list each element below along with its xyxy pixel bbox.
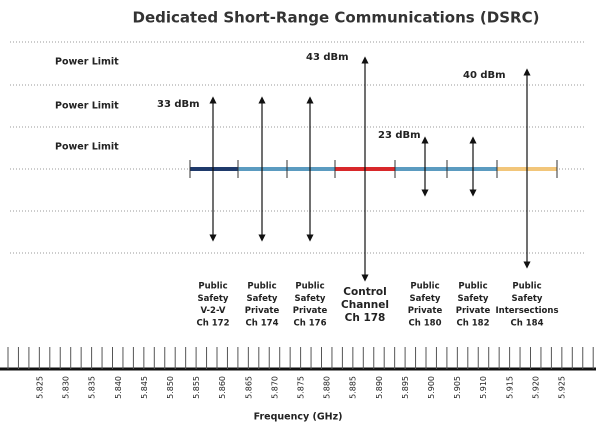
title: Dedicated Short-Range Communications (DS… bbox=[133, 9, 540, 27]
channel-label: Ch 178 bbox=[345, 312, 386, 324]
frequency-tick-label: 5.830 bbox=[62, 376, 71, 399]
channel-label: Private bbox=[456, 306, 491, 316]
frequency-tick-label: 5.910 bbox=[479, 376, 488, 399]
power-limit-label: Power Limit bbox=[55, 142, 119, 153]
channel-label: Ch 174 bbox=[246, 318, 279, 328]
frequency-tick-label: 5.885 bbox=[349, 376, 358, 399]
frequency-tick-label: 5.845 bbox=[140, 376, 149, 399]
channel-label: Intersections bbox=[495, 306, 558, 316]
power-level-label: 33 dBm bbox=[157, 99, 200, 110]
channel-label: Safety bbox=[410, 294, 441, 304]
channel-label: Public bbox=[458, 282, 487, 292]
channel-label: Ch 172 bbox=[197, 318, 230, 328]
channel-label: Public bbox=[410, 282, 439, 292]
frequency-tick-label: 5.895 bbox=[401, 376, 410, 399]
channel-label: Safety bbox=[198, 294, 229, 304]
channel-label: Private bbox=[245, 306, 280, 316]
frequency-tick-label: 5.840 bbox=[114, 376, 123, 399]
axis-title: Frequency (GHz) bbox=[254, 412, 343, 423]
channel-label: Private bbox=[408, 306, 443, 316]
frequency-tick-label: 5.915 bbox=[505, 376, 514, 399]
channel-label: Control bbox=[343, 286, 386, 298]
channel-label: Safety bbox=[295, 294, 326, 304]
channel-label: Safety bbox=[458, 294, 489, 304]
power-level-label: 40 dBm bbox=[463, 70, 506, 81]
frequency-tick-label: 5.825 bbox=[36, 376, 45, 399]
frequency-tick-label: 5.900 bbox=[427, 376, 436, 399]
channel-label: Public bbox=[512, 282, 541, 292]
frequency-tick-label: 5.870 bbox=[270, 376, 279, 399]
power-level-label: 23 dBm bbox=[378, 130, 421, 141]
channel-label: Public bbox=[295, 282, 324, 292]
frequency-tick-label: 5.920 bbox=[531, 376, 540, 399]
frequency-tick-label: 5.855 bbox=[192, 376, 201, 399]
frequency-tick-label: 5.890 bbox=[375, 376, 384, 399]
channel-label: Ch 176 bbox=[294, 318, 327, 328]
frequency-tick-label: 5.905 bbox=[453, 376, 462, 399]
frequency-tick-label: 5.880 bbox=[323, 376, 332, 399]
channel-label: V-2-V bbox=[201, 306, 226, 316]
power-limit-label: Power Limit bbox=[55, 101, 119, 112]
power-level-label: 43 dBm bbox=[306, 52, 349, 63]
channel-label: Public bbox=[247, 282, 276, 292]
channel-label: Ch 184 bbox=[511, 318, 544, 328]
channel-label: Channel bbox=[341, 299, 389, 311]
frequency-tick-label: 5.875 bbox=[297, 376, 306, 399]
frequency-tick-label: 5.850 bbox=[166, 376, 175, 399]
frequency-tick-label: 5.865 bbox=[244, 376, 253, 399]
channel-label: Safety bbox=[247, 294, 278, 304]
power-limit-label: Power Limit bbox=[55, 57, 119, 68]
channel-label: Ch 180 bbox=[409, 318, 442, 328]
frequency-tick-label: 5.925 bbox=[558, 376, 567, 399]
channel-label: Safety bbox=[512, 294, 543, 304]
channel-label: Ch 182 bbox=[457, 318, 490, 328]
frequency-tick-label: 5.835 bbox=[88, 376, 97, 399]
frequency-tick-label: 5.860 bbox=[218, 376, 227, 399]
channel-label: Private bbox=[293, 306, 328, 316]
channel-label: Public bbox=[198, 282, 227, 292]
